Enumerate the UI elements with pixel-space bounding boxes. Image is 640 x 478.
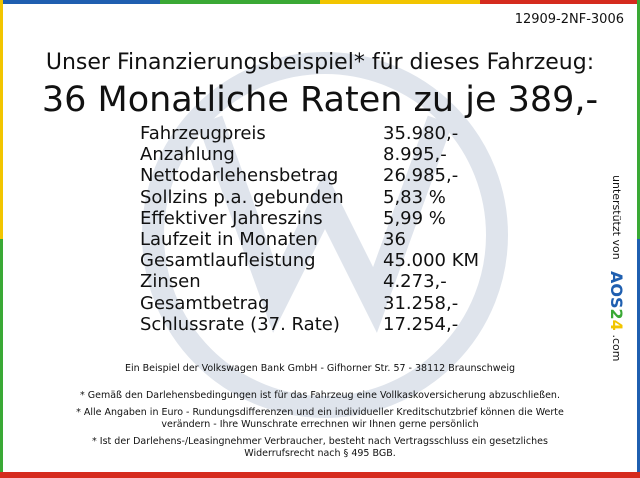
finance-row: Gesamtlaufleistung 45.000 KM xyxy=(140,250,500,271)
row-value: 31.258,- xyxy=(383,292,459,314)
row-value: 26.985,- xyxy=(383,165,459,187)
vw-logo-watermark-icon xyxy=(142,52,508,418)
bank-disclaimer: Ein Beispiel der Volkswagen Bank GmbH - … xyxy=(124,363,515,374)
footnote-withdrawal-line1: * Ist der Darlehens-/Leasingnehmer Verbr… xyxy=(92,436,548,447)
footnote-insurance: * Gemäß den Darlehensbedingungen ist für… xyxy=(80,390,560,401)
row-label: Schlussrate (37. Rate) xyxy=(140,313,340,335)
frame-bottom-stripe xyxy=(0,472,640,478)
row-label: Fahrzeugpreis xyxy=(140,123,266,144)
finance-row: Fahrzeugpreis 35.980,- xyxy=(140,123,500,144)
row-value: 8.995,- xyxy=(383,144,447,166)
finance-headline: Unser Finanzierungsbeispiel* für dieses … xyxy=(45,50,595,75)
footnote-rounding-line1: * Alle Angaben in Euro - Rundungsdiffere… xyxy=(76,407,564,418)
monthly-rate-headline: 36 Monatliche Raten zu je 389,- xyxy=(41,80,599,120)
sponsor-prefix: unterstützt von xyxy=(610,175,623,260)
finance-row: Laufzeit in Monaten 36 xyxy=(140,229,500,250)
sponsor-suffix: .com xyxy=(610,334,623,362)
footnotes: * Gemäß den Darlehensbedingungen ist für… xyxy=(40,390,600,460)
finance-row: Zinsen 4.273,- xyxy=(140,271,500,292)
row-value: 4.273,- xyxy=(383,271,447,293)
row-label: Zinsen xyxy=(140,271,201,293)
row-label: Gesamtbetrag xyxy=(140,292,270,314)
finance-table: Fahrzeugpreis 35.980,- Anzahlung 8.995,-… xyxy=(140,123,500,335)
row-label: Anzahlung xyxy=(140,144,235,166)
row-value: 5,99 % xyxy=(383,207,446,229)
finance-row: Anzahlung 8.995,- xyxy=(140,144,500,165)
footnote-rounding-line2: verändern - Ihre Wunschrate errechnen wi… xyxy=(161,419,479,430)
finance-row: Nettodarlehensbetrag 26.985,- xyxy=(140,165,500,186)
footnote-withdrawal-line2: Widerrufsrecht nach § 495 BGB. xyxy=(244,448,396,459)
row-value: 36 xyxy=(383,228,406,250)
frame-top-stripe xyxy=(0,0,640,4)
row-label: Laufzeit in Monaten xyxy=(140,228,318,250)
finance-row: Sollzins p.a. gebunden 5,83 % xyxy=(140,187,500,208)
row-value: 5,83 % xyxy=(383,186,446,208)
frame-left-stripe xyxy=(0,0,3,478)
row-label: Sollzins p.a. gebunden xyxy=(140,186,344,208)
row-label: Nettodarlehensbetrag xyxy=(140,165,339,187)
row-label: Effektiver Jahreszins xyxy=(140,207,323,229)
row-value: 17.254,- xyxy=(383,313,459,335)
finance-row: Effektiver Jahreszins 5,99 % xyxy=(140,208,500,229)
row-value: 45.000 KM xyxy=(383,250,480,272)
finance-row: Schlussrate (37. Rate) 17.254,- xyxy=(140,314,500,335)
finance-row: Gesamtbetrag 31.258,- xyxy=(140,293,500,314)
frame-right-stripe xyxy=(637,0,640,478)
row-label: Gesamtlaufleistung xyxy=(140,250,316,272)
reference-code: 12909-2NF-3006 xyxy=(514,12,624,27)
sponsor-logo: AOS24 xyxy=(607,271,626,331)
row-value: 35.980,- xyxy=(383,123,459,144)
sponsor-credit: unterstützt von AOS24 .com xyxy=(607,175,626,361)
